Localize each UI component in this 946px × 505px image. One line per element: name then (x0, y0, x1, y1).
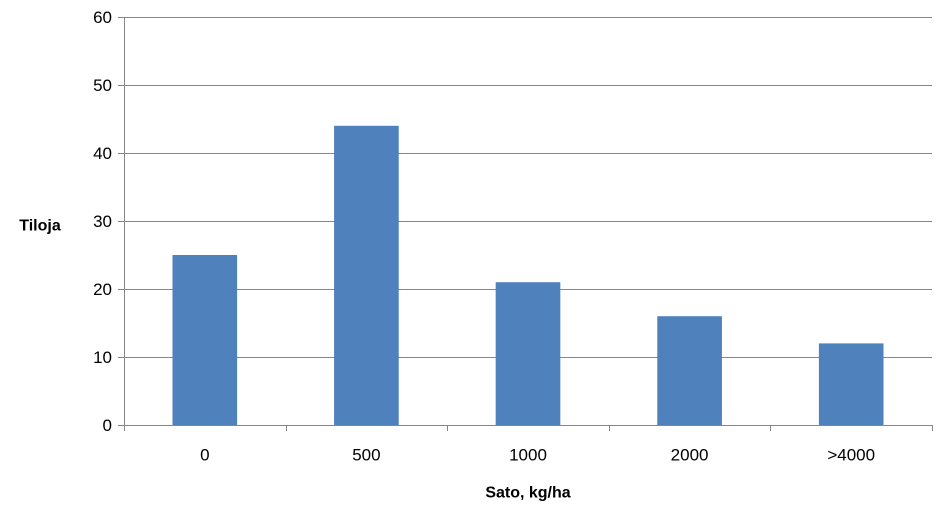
y-axis-labels: 0 10 20 30 40 50 60 (93, 8, 112, 435)
y-tick-label: 0 (103, 416, 112, 435)
y-tick-label: 20 (93, 280, 112, 299)
gridlines (124, 17, 932, 358)
bar (495, 282, 561, 425)
bar (818, 343, 884, 425)
bar (657, 316, 722, 425)
y-axis-ticks (118, 17, 124, 426)
x-tick-label: 500 (352, 446, 380, 465)
x-tick-label: 0 (200, 446, 209, 465)
x-tick-label: >4000 (827, 446, 875, 465)
y-tick-label: 50 (93, 76, 112, 95)
x-axis-title: Sato, kg/ha (485, 485, 570, 502)
y-tick-label: 10 (93, 348, 112, 367)
y-tick-label: 60 (93, 8, 112, 27)
bar (172, 255, 238, 425)
y-tick-label: 40 (93, 144, 112, 163)
x-tick-label: 2000 (671, 446, 709, 465)
bar (334, 125, 399, 426)
y-tick-label: 30 (93, 212, 112, 231)
y-axis-title: Tiloja (19, 218, 61, 235)
x-axis-labels: 0 500 1000 2000 >4000 (200, 446, 875, 465)
bars (172, 125, 884, 426)
x-tick-label: 1000 (509, 446, 547, 465)
